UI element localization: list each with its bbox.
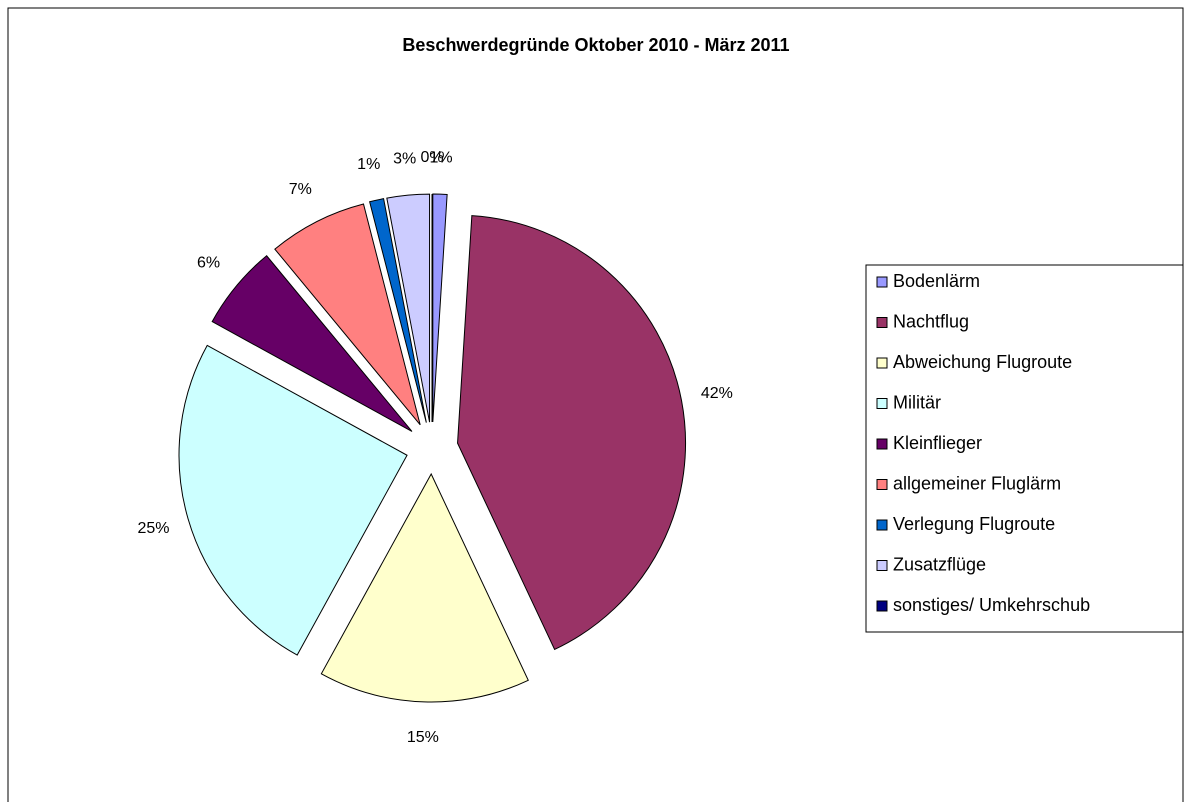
data-label: 7%	[289, 181, 312, 198]
data-label: 1%	[357, 156, 380, 173]
legend-swatch	[876, 398, 888, 409]
legend-label: Verlegung Flugroute	[893, 514, 1055, 534]
legend-swatch	[876, 519, 888, 531]
legend-label: Bodenlärm	[893, 271, 980, 291]
legend-swatch	[876, 560, 888, 571]
legend-label: Abweichung Flugroute	[893, 352, 1072, 372]
data-label: 42%	[701, 385, 733, 402]
pie-slice	[274, 203, 421, 426]
pie-slice	[432, 193, 448, 423]
legend-label: Militär	[893, 392, 941, 412]
data-label: 0%	[420, 149, 443, 166]
legend-swatch	[876, 600, 888, 612]
chart-title: Beschwerdegründe Oktober 2010 - März 201…	[402, 35, 789, 55]
data-label: 25%	[137, 520, 169, 537]
legend-swatch	[876, 357, 888, 369]
legend-swatch	[876, 479, 888, 490]
legend-label: sonstiges/ Umkehrschub	[893, 595, 1090, 615]
pie-slice	[211, 255, 413, 432]
legend-label: allgemeiner Fluglärm	[893, 473, 1061, 493]
pie-slice	[457, 215, 686, 651]
pie-slice	[178, 344, 408, 656]
legend-swatch	[876, 317, 888, 328]
legend-swatch	[876, 438, 888, 450]
data-label: 6%	[197, 254, 220, 271]
data-label: 1%	[430, 149, 453, 166]
pie-slice	[369, 198, 427, 423]
legend-label: Nachtflug	[893, 311, 969, 331]
pie-slice	[320, 472, 529, 703]
data-label: 3%	[393, 151, 416, 168]
pie-slice	[386, 193, 431, 423]
legend-label: Zusatzflüge	[893, 554, 986, 574]
legend-box	[865, 264, 1184, 633]
legend-swatch	[876, 276, 888, 288]
legend-label: Kleinflieger	[893, 433, 982, 453]
data-label: 15%	[407, 729, 439, 746]
